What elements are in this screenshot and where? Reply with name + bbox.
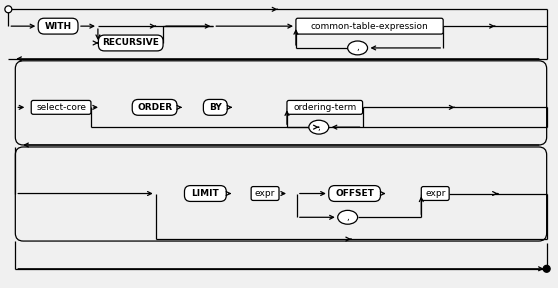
FancyBboxPatch shape xyxy=(251,187,279,200)
FancyBboxPatch shape xyxy=(329,185,381,201)
FancyBboxPatch shape xyxy=(185,185,226,201)
Text: select-core: select-core xyxy=(36,103,86,112)
FancyBboxPatch shape xyxy=(31,101,91,114)
FancyBboxPatch shape xyxy=(132,99,177,115)
Text: ORDER: ORDER xyxy=(137,103,172,112)
Text: ordering-term: ordering-term xyxy=(293,103,357,112)
Text: ,: , xyxy=(356,43,359,52)
Text: WITH: WITH xyxy=(45,22,71,31)
FancyBboxPatch shape xyxy=(38,18,78,34)
FancyBboxPatch shape xyxy=(98,35,163,51)
Text: ,: , xyxy=(347,213,349,222)
Text: ,: , xyxy=(318,123,320,132)
Text: RECURSIVE: RECURSIVE xyxy=(102,39,159,48)
FancyBboxPatch shape xyxy=(287,101,363,114)
Ellipse shape xyxy=(309,120,329,134)
Text: expr: expr xyxy=(255,189,275,198)
Ellipse shape xyxy=(348,41,368,55)
FancyBboxPatch shape xyxy=(296,18,443,34)
Text: BY: BY xyxy=(209,103,222,112)
Text: OFFSET: OFFSET xyxy=(335,189,374,198)
Circle shape xyxy=(543,265,550,272)
Circle shape xyxy=(5,6,12,13)
FancyBboxPatch shape xyxy=(421,187,449,200)
Text: LIMIT: LIMIT xyxy=(191,189,219,198)
Text: expr: expr xyxy=(425,189,445,198)
Text: common-table-expression: common-table-expression xyxy=(311,22,429,31)
FancyBboxPatch shape xyxy=(203,99,227,115)
Ellipse shape xyxy=(338,210,358,224)
